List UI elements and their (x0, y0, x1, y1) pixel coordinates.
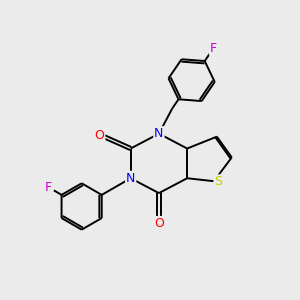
Text: F: F (210, 42, 217, 55)
Text: N: N (126, 172, 135, 185)
Text: N: N (154, 127, 164, 140)
Text: O: O (94, 129, 104, 142)
Text: O: O (154, 217, 164, 230)
Text: S: S (214, 175, 222, 188)
Text: F: F (45, 181, 52, 194)
